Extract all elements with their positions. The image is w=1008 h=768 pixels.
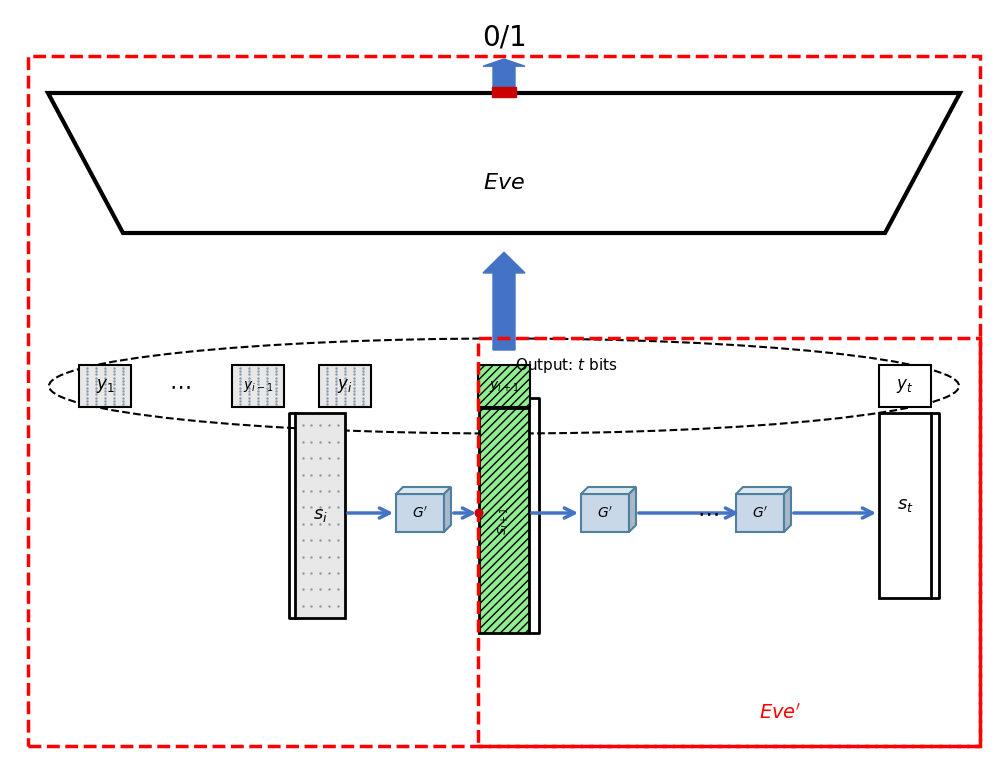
Text: Output: $t$ bits: Output: $t$ bits: [515, 356, 618, 375]
Bar: [492, 87, 516, 97]
Polygon shape: [396, 487, 451, 494]
Bar: [396, 494, 444, 532]
Bar: [478, 338, 980, 746]
Bar: [295, 413, 345, 618]
Text: $s_t$: $s_t$: [897, 496, 913, 515]
Bar: [479, 408, 529, 633]
Text: $s_{i+1}$: $s_{i+1}$: [497, 506, 511, 535]
Polygon shape: [784, 487, 791, 532]
Text: $y_1$: $y_1$: [96, 377, 114, 395]
Bar: [28, 56, 980, 746]
Bar: [879, 365, 931, 407]
Bar: [232, 365, 284, 407]
Text: $y_i$: $y_i$: [338, 377, 353, 395]
Text: $Eve$: $Eve$: [483, 173, 525, 193]
FancyArrow shape: [483, 252, 525, 350]
Bar: [736, 494, 784, 532]
Bar: [478, 365, 530, 407]
Text: $Eve'$: $Eve'$: [759, 703, 801, 723]
Text: $G'$: $G'$: [597, 505, 613, 521]
Bar: [79, 365, 131, 407]
Text: $\cdots$: $\cdots$: [169, 376, 191, 396]
Polygon shape: [444, 487, 451, 532]
Text: $y_t$: $y_t$: [896, 377, 913, 395]
Polygon shape: [736, 487, 791, 494]
Text: $y_{i-1}$: $y_{i-1}$: [243, 379, 273, 393]
Text: 0/1: 0/1: [482, 24, 526, 52]
Polygon shape: [581, 487, 636, 494]
Text: $G'$: $G'$: [412, 505, 428, 521]
Bar: [879, 413, 931, 598]
Bar: [581, 494, 629, 532]
Polygon shape: [629, 487, 636, 532]
Text: $\cdots$: $\cdots$: [698, 503, 719, 523]
Text: $y_{i+1}$: $y_{i+1}$: [489, 379, 519, 393]
Circle shape: [475, 509, 483, 517]
Bar: [319, 365, 371, 407]
FancyArrow shape: [483, 59, 525, 93]
Text: $G'$: $G'$: [752, 505, 768, 521]
Polygon shape: [48, 93, 960, 233]
Text: $s_i$: $s_i$: [312, 507, 328, 525]
